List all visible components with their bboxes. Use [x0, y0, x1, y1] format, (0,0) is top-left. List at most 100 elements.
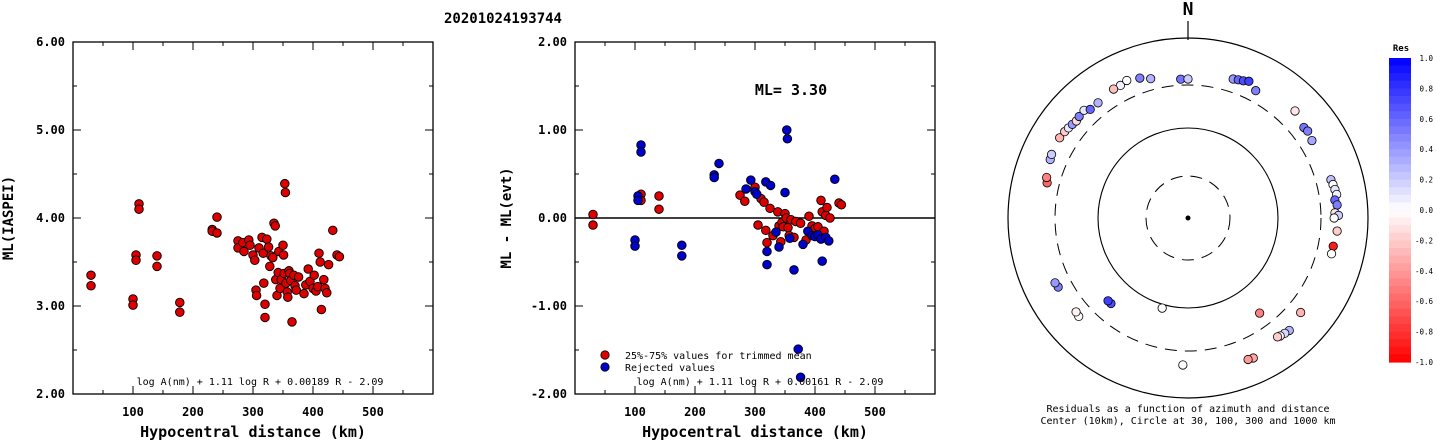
ring-300km	[1054, 84, 1322, 352]
data-point-rejected	[782, 125, 792, 135]
data-point	[86, 281, 96, 291]
colorbar-cell	[1389, 240, 1411, 249]
ml-iaspei-chart: 100 200 300 400 500 2.00 3.00 4.00 5.00 6.00 log …	[1, 35, 434, 441]
data-point	[765, 203, 775, 214]
colorbar-cell	[1389, 210, 1411, 219]
data-point	[128, 300, 138, 310]
data-point	[134, 204, 144, 214]
data-point	[323, 259, 334, 270]
colorbar-tick-label: 0.0	[1419, 206, 1433, 215]
colorbar-cell	[1389, 156, 1411, 165]
data-point	[795, 218, 806, 229]
station-marker	[1272, 332, 1283, 342]
data-point-rejected	[709, 172, 719, 183]
station-marker	[1146, 74, 1156, 84]
station-marker	[1085, 104, 1095, 115]
event-title: 20201024193744	[444, 11, 562, 27]
data-point-rejected	[752, 189, 762, 199]
x-tick-label: 200	[182, 405, 204, 419]
colorbar-cell	[1389, 187, 1411, 196]
y-tick-label: -2.00	[531, 387, 567, 401]
data-point-rejected	[630, 241, 640, 251]
y-tick-label: 4.00	[36, 211, 65, 225]
data-point-rejected	[677, 240, 687, 251]
colorbar-cell	[1389, 248, 1411, 257]
data-point	[314, 248, 324, 258]
epicenter-dot	[1185, 215, 1191, 221]
colorbar-cell	[1389, 270, 1411, 279]
colorbar-cell	[1389, 149, 1411, 158]
data-point	[283, 292, 293, 302]
data-point-rejected	[746, 175, 756, 185]
data-point-rejected	[817, 256, 827, 266]
data-point	[319, 274, 329, 285]
data-point	[245, 240, 255, 251]
data-point	[175, 307, 185, 317]
colorbar-cell	[1389, 263, 1411, 272]
data-point	[270, 221, 280, 231]
station-marker	[1243, 354, 1253, 365]
station-marker	[1296, 307, 1306, 318]
data-point	[822, 202, 832, 213]
colorbar-cell	[1389, 194, 1411, 203]
station-marker	[1055, 133, 1065, 143]
colorbar-tick-label: 0.8	[1419, 84, 1433, 93]
data-point	[328, 225, 338, 236]
x-tick-label: 100	[624, 405, 646, 419]
data-point-rejected	[762, 246, 772, 257]
data-point	[278, 250, 289, 260]
colorbar-cell	[1389, 324, 1411, 333]
station-marker	[1251, 86, 1261, 96]
azimuth-residual-plot: N Residuals as a function of azimuth and…	[1007, 0, 1369, 427]
data-point	[259, 278, 269, 288]
legend-marker-rejected	[600, 362, 610, 372]
data-point	[260, 299, 270, 309]
colorbar-cell	[1389, 118, 1411, 127]
station-marker	[1290, 106, 1300, 116]
data-point	[251, 290, 262, 301]
x-tick-label: 100	[122, 405, 144, 419]
station-marker	[1332, 226, 1342, 236]
data-point	[152, 251, 162, 261]
data-point	[322, 288, 332, 298]
data-point-rejected	[780, 187, 790, 198]
colorbar-cell	[1389, 164, 1411, 173]
ring-30km	[1145, 175, 1231, 261]
station-marker	[1328, 241, 1338, 251]
data-point-rejected	[793, 344, 803, 354]
colorbar-cell	[1389, 331, 1411, 340]
data-point	[86, 270, 96, 280]
station-marker	[1050, 278, 1060, 288]
data-point	[299, 288, 309, 299]
y-tick-label: 1.00	[538, 123, 567, 137]
data-point-rejected	[795, 372, 806, 383]
colorbar-cell	[1389, 225, 1411, 234]
data-point	[761, 225, 771, 236]
x-tick-label: 500	[362, 405, 384, 419]
colorbar-cell	[1389, 103, 1411, 112]
station-marker	[1093, 98, 1103, 108]
colorbar-cell	[1389, 354, 1411, 363]
data-point-rejected	[633, 195, 643, 206]
colorbar-cell	[1389, 202, 1411, 211]
data-point-rejected	[714, 158, 724, 169]
colorbar-tick-label: 0.6	[1419, 115, 1433, 124]
station-marker	[1303, 126, 1313, 136]
x-tick-label: 500	[864, 405, 886, 419]
colorbar-cell	[1389, 232, 1411, 241]
y-tick-label: 2.00	[538, 35, 567, 49]
data-point	[303, 264, 313, 274]
colorbar-title: Res	[1393, 44, 1409, 54]
colorbar-cell	[1389, 278, 1411, 287]
colorbar-cell	[1389, 88, 1411, 97]
colorbar-cell	[1389, 293, 1411, 302]
data-point	[268, 252, 278, 263]
data-point-rejected	[765, 180, 776, 191]
colorbar-cell	[1389, 286, 1411, 295]
data-point-rejected	[774, 242, 784, 252]
data-point	[175, 297, 185, 308]
data-point	[836, 200, 847, 210]
y-tick-label: 6.00	[36, 35, 65, 49]
station-marker	[1244, 76, 1254, 86]
north-label: N	[1183, 0, 1194, 20]
